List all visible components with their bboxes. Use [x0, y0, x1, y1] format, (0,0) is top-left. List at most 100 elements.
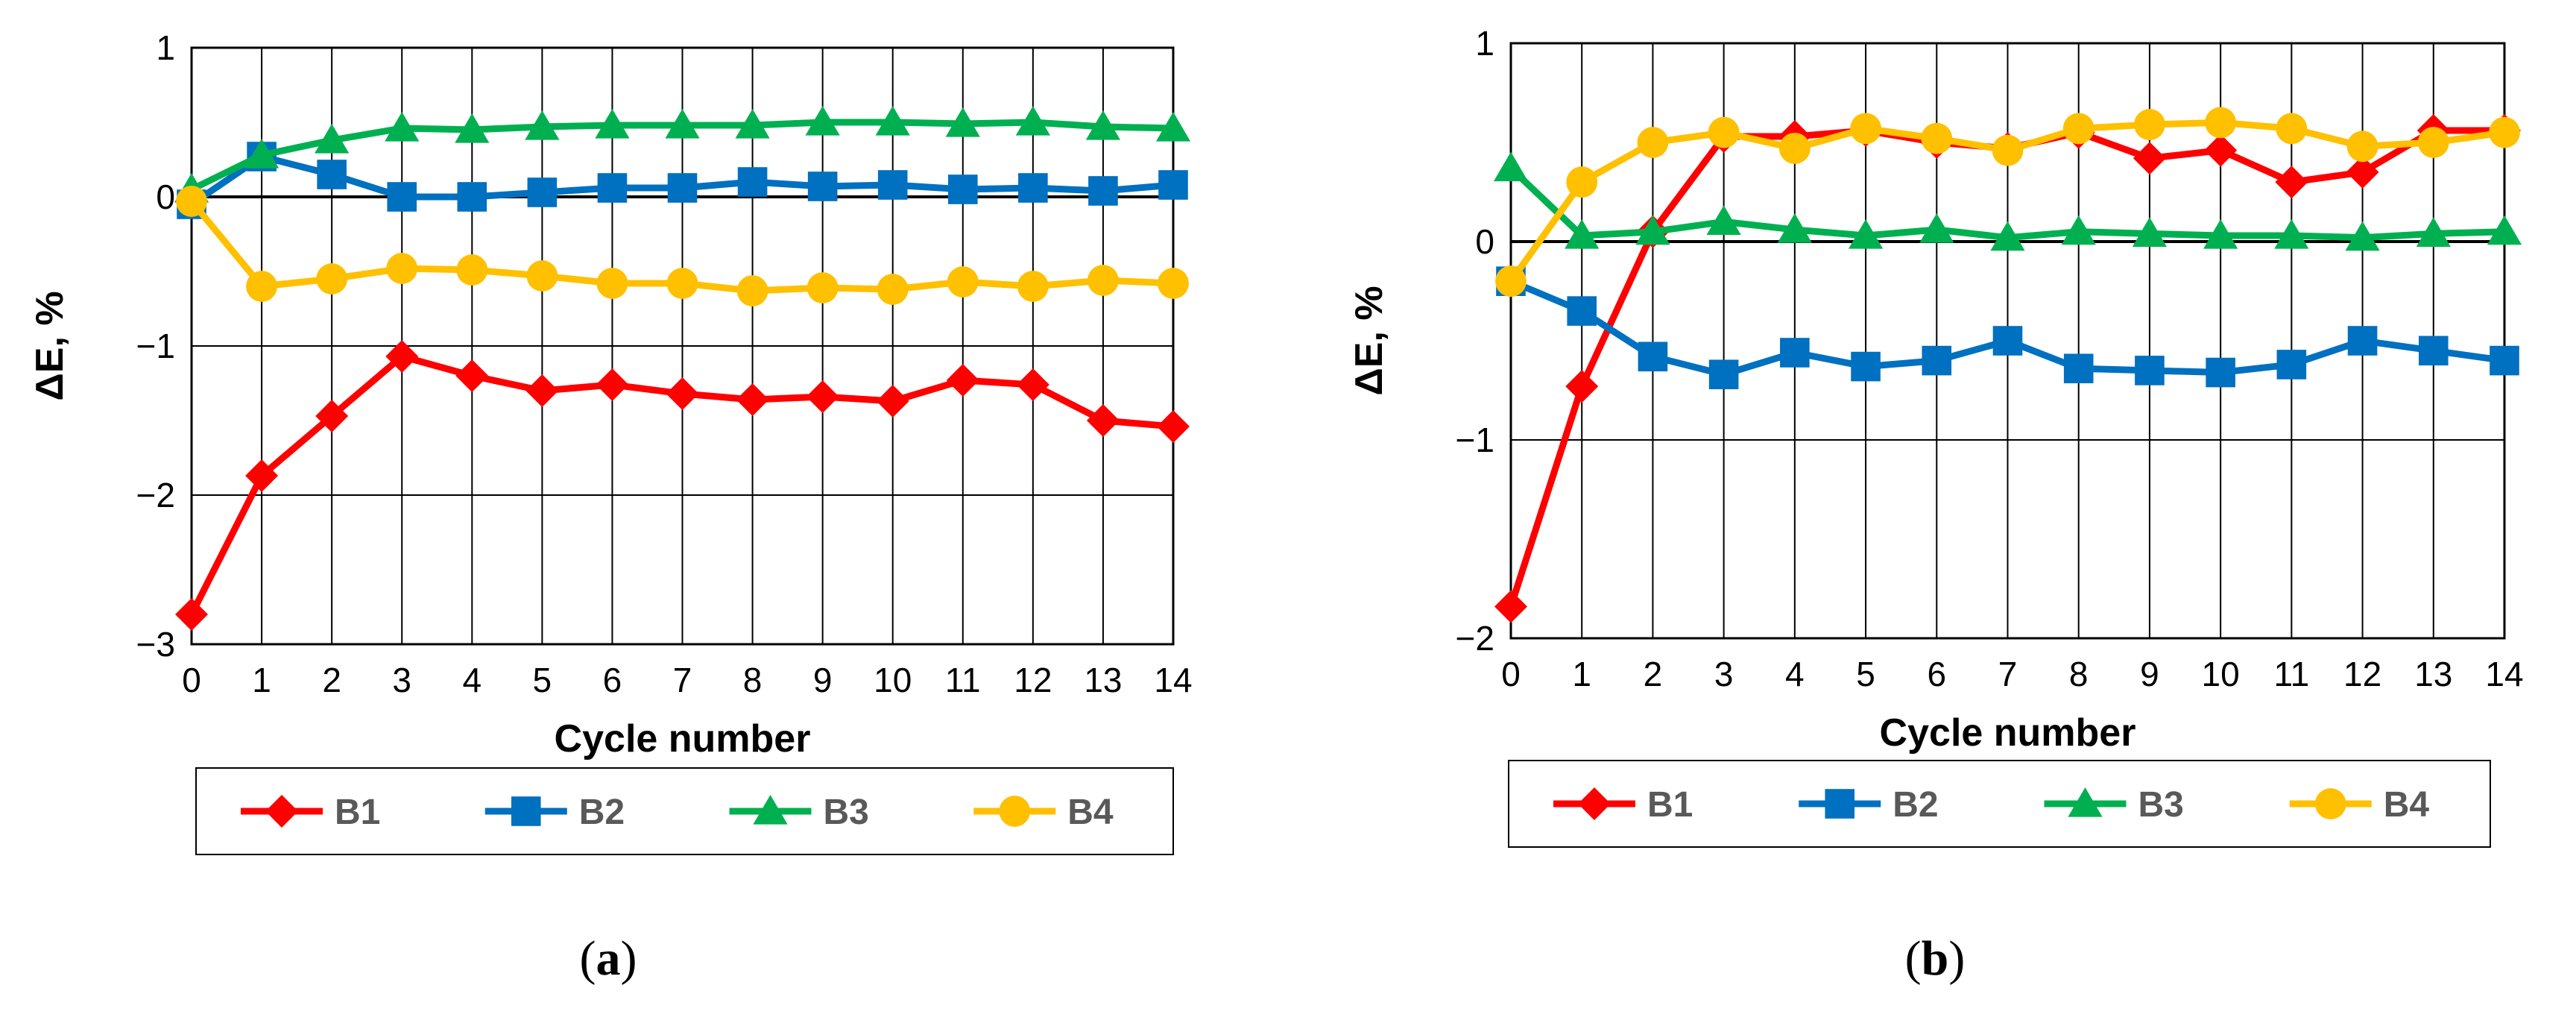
data-point-B1 — [455, 359, 489, 392]
data-point-B3 — [1493, 151, 1529, 182]
data-point-B2 — [667, 173, 698, 203]
data-point-B2 — [807, 171, 838, 201]
data-point-B1 — [2346, 155, 2379, 189]
legend-marker-B4 — [2314, 788, 2346, 819]
data-point-B2 — [1018, 173, 1048, 203]
x-tick-label: 11 — [945, 661, 981, 699]
y-tick-label: 0 — [156, 177, 175, 216]
x-axis-title: Cycle number — [1880, 711, 2136, 755]
data-point-B2 — [1708, 359, 1739, 390]
legend-marker-B3 — [753, 795, 788, 825]
data-point-B2 — [2276, 350, 2307, 380]
data-point-B4 — [2417, 127, 2449, 158]
data-point-B3 — [1990, 221, 2025, 251]
data-point-B3 — [2203, 219, 2238, 249]
data-point-B1 — [385, 340, 419, 373]
data-point-B4 — [596, 268, 628, 299]
x-tick-label: 0 — [1501, 655, 1521, 693]
data-point-B4 — [1708, 116, 1740, 148]
data-point-B2 — [317, 160, 347, 189]
x-tick-label: 1 — [1572, 655, 1591, 693]
data-point-B4 — [246, 271, 277, 302]
data-point-B1 — [946, 364, 979, 397]
caption-a-label: a — [596, 931, 621, 986]
data-point-B3 — [2061, 215, 2096, 245]
x-tick-label: 9 — [813, 661, 833, 699]
series-B3 — [174, 106, 1191, 203]
x-tick-label: 1 — [252, 661, 271, 699]
x-tick-label: 7 — [673, 661, 692, 699]
x-tick-label: 7 — [1998, 655, 2018, 693]
data-point-B2 — [1567, 296, 1597, 326]
data-point-B2 — [2063, 353, 2094, 384]
legend-label-B4: B4 — [2384, 785, 2430, 825]
x-tick-label: 13 — [2414, 655, 2452, 693]
data-point-B1 — [1086, 404, 1120, 437]
x-tick-label: 2 — [1644, 655, 1663, 693]
data-point-B3 — [595, 109, 630, 139]
x-tick-label: 6 — [603, 661, 622, 699]
data-point-B3 — [2416, 217, 2451, 247]
legend-marker-B1 — [265, 795, 298, 828]
x-tick-label: 8 — [2069, 655, 2089, 693]
y-tick-label: 1 — [1475, 24, 1494, 63]
y-tick-label: −2 — [136, 476, 175, 514]
data-point-B1 — [315, 400, 349, 432]
data-point-B4 — [1017, 271, 1049, 302]
data-point-B4 — [1495, 265, 1527, 298]
y-tick-label: −1 — [1456, 421, 1494, 459]
y-axis-title: ΔE, % — [28, 291, 72, 400]
y-tick-label: 1 — [156, 28, 175, 67]
data-point-B4 — [806, 272, 839, 303]
data-point-B2 — [597, 173, 628, 203]
data-point-B4 — [666, 268, 698, 299]
data-point-B1 — [1565, 370, 1599, 403]
data-point-B3 — [735, 109, 770, 139]
data-point-B3 — [1015, 106, 1050, 136]
y-tick-label: −2 — [1456, 619, 1494, 658]
legend-marker-B4 — [999, 796, 1031, 827]
x-tick-label: 12 — [2343, 655, 2381, 693]
data-point-B3 — [1085, 110, 1121, 140]
data-point-B2 — [1992, 326, 2023, 356]
caption-b: (b) — [1904, 931, 1966, 986]
data-point-B1 — [736, 383, 769, 416]
y-axis-title: ΔE, % — [1348, 286, 1391, 395]
data-point-B4 — [1158, 268, 1189, 299]
legend-label-B3: B3 — [2138, 785, 2184, 825]
data-point-B2 — [1780, 338, 1810, 368]
data-point-B2 — [2418, 336, 2449, 366]
data-point-B2 — [387, 182, 417, 212]
plot-area — [190, 46, 1175, 646]
data-point-B3 — [1919, 213, 1954, 243]
data-point-B1 — [2204, 133, 2238, 167]
x-tick-label: 12 — [1014, 661, 1052, 699]
data-point-B4 — [456, 254, 488, 286]
data-point-B4 — [2276, 113, 2308, 145]
data-point-B4 — [877, 274, 909, 305]
data-point-B1 — [525, 374, 559, 407]
data-point-B4 — [736, 275, 768, 306]
plot-area — [1509, 42, 2506, 640]
data-point-B3 — [2487, 215, 2522, 245]
data-point-B1 — [2133, 142, 2166, 175]
data-point-B3 — [1706, 205, 1741, 235]
data-point-B3 — [385, 112, 420, 142]
x-tick-label: 10 — [874, 661, 912, 699]
x-tick-label: 4 — [462, 661, 482, 699]
data-point-B4 — [2346, 130, 2378, 163]
data-point-B1 — [1016, 368, 1049, 401]
data-point-B3 — [665, 109, 700, 139]
data-point-B4 — [386, 253, 418, 284]
x-tick-label: 14 — [1154, 661, 1192, 699]
data-point-B1 — [1494, 590, 1527, 623]
data-point-B4 — [1921, 122, 1953, 154]
data-point-B4 — [2134, 109, 2165, 140]
data-point-B3 — [525, 110, 560, 140]
data-point-B2 — [2347, 326, 2378, 356]
data-point-B4 — [1087, 265, 1119, 296]
data-point-B2 — [1158, 170, 1188, 200]
x-tick-label: 9 — [2140, 655, 2159, 693]
data-point-B4 — [1992, 134, 2024, 166]
